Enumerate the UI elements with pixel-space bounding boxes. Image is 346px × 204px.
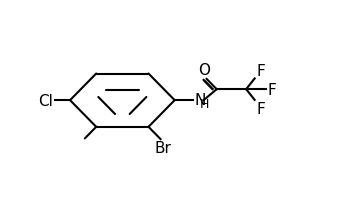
Text: H: H xyxy=(200,98,209,111)
Text: O: O xyxy=(198,63,210,78)
Text: N: N xyxy=(195,92,206,107)
Text: F: F xyxy=(256,101,265,116)
Text: F: F xyxy=(256,63,265,78)
Text: F: F xyxy=(268,82,277,97)
Text: Br: Br xyxy=(155,140,172,155)
Text: Cl: Cl xyxy=(38,93,53,108)
